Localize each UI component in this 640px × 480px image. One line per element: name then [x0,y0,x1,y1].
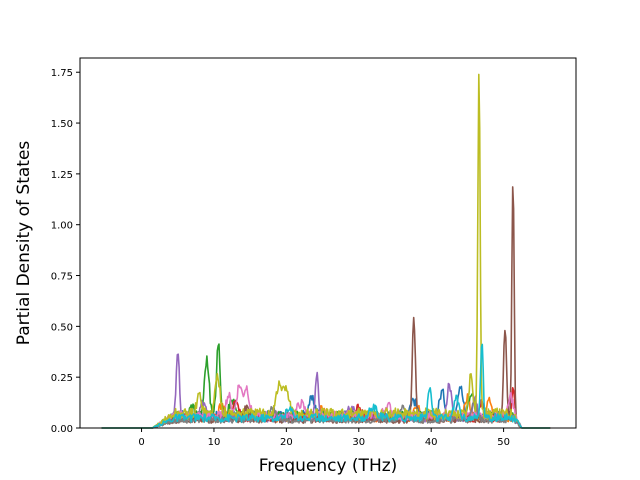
y-tick-label: 0.75 [51,272,73,283]
y-tick-label: 1.00 [51,221,73,232]
x-axis-label: Frequency (THz) [259,456,398,476]
y-tick-label: 0.50 [51,322,73,333]
series-line-10 [101,343,551,429]
x-tick-label: 30 [352,437,365,448]
x-tick-label: 10 [208,437,221,448]
y-tick-label: 0.00 [51,424,73,435]
y-axis-ticks: 0.00 0.25 0.50 0.75 1.00 1.25 1.50 1.75 [51,68,80,435]
y-axis-label: Partial Density of States [14,141,34,346]
y-tick-label: 1.75 [51,68,73,79]
x-tick-label: 50 [497,437,510,448]
x-tick-label: 40 [425,437,438,448]
y-tick-label: 1.50 [51,119,73,130]
x-tick-label: 0 [138,437,144,448]
plot-area-background [80,58,576,428]
y-tick-label: 0.25 [51,373,73,384]
plot-frame [79,57,577,429]
series-layer [101,73,551,429]
y-tick-label: 1.25 [51,170,73,181]
x-axis-ticks: 0 10 20 30 40 50 [138,428,510,448]
x-tick-label: 20 [280,437,293,448]
